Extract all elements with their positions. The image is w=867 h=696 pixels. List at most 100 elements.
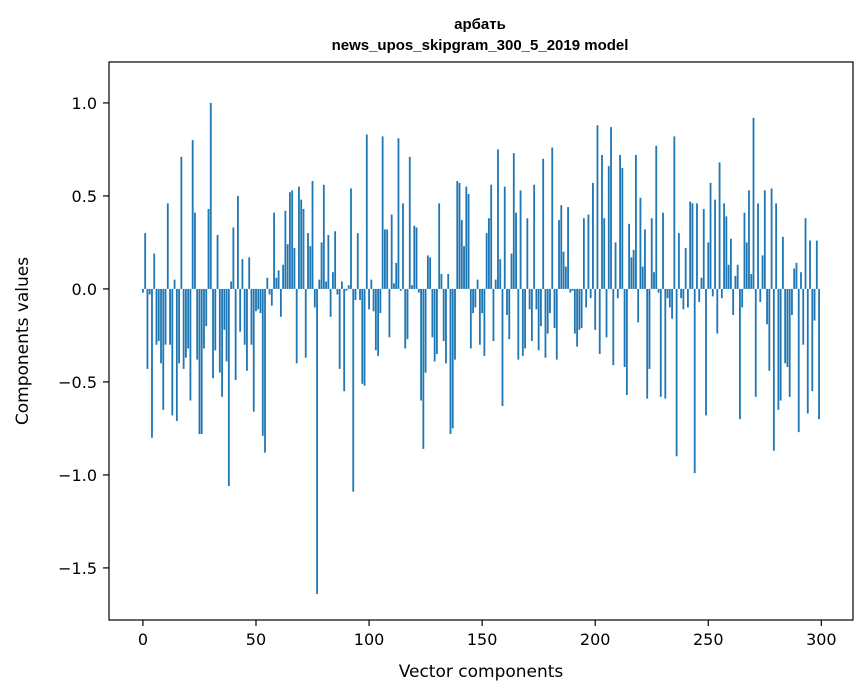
bar [415,227,418,289]
bar [447,274,450,289]
bar [266,277,269,289]
bar [284,210,287,289]
bar [727,264,730,289]
bar [146,288,149,369]
bar [598,288,601,355]
bar [171,288,174,416]
bar [815,240,818,289]
bar [469,288,472,349]
bar [666,288,669,299]
bar [252,288,255,412]
bar [795,262,798,289]
chart-title: арбать [454,16,506,33]
bar [639,197,642,289]
bar [151,288,153,438]
bar [460,220,463,289]
bar [478,288,481,345]
y-tick-label: −1.5 [58,559,97,578]
bar [508,288,511,340]
bar [655,145,658,289]
bar [745,242,748,289]
bar [802,288,805,345]
bar [512,153,515,289]
bar [322,184,325,289]
bar [422,288,425,449]
bar [696,203,698,289]
bar [365,134,368,289]
bar [743,212,746,289]
bar [635,155,637,289]
bar [752,117,755,289]
x-tick-label: 200 [580,630,611,649]
bar [793,268,796,289]
bar [698,288,701,302]
bar [341,281,343,289]
bar [786,288,789,368]
bar [549,288,551,314]
bar [209,102,212,289]
bar [687,288,689,308]
bar [659,288,662,397]
bar [395,262,398,289]
bar [540,288,542,327]
bar [576,288,579,347]
bar [754,288,757,397]
x-axis-label: Vector components [399,662,564,682]
bar [291,190,294,289]
bar [610,127,612,289]
bar [239,288,242,332]
bar [682,288,685,310]
bar [671,288,673,319]
bar [449,288,452,434]
bar [528,288,531,310]
bar [781,236,784,289]
bar [379,288,382,314]
bar [530,288,533,341]
bar [372,288,375,312]
bar [436,288,438,355]
bar [370,279,373,289]
bar [521,288,524,356]
bar [580,288,583,328]
x-tick-label: 100 [354,630,385,649]
bar [413,225,416,289]
bar [463,246,465,289]
bar [363,288,366,386]
bar [212,288,214,379]
bar [641,266,644,289]
bar [184,288,187,358]
bar [347,285,350,289]
bar [555,288,558,360]
bar [564,266,567,289]
bar [397,138,400,289]
bar [716,288,719,334]
bar [818,288,820,420]
bar [237,195,239,289]
bar [594,288,597,330]
bar [702,208,705,289]
bar [689,201,692,289]
bar [569,288,572,293]
bar [675,288,678,457]
bar [734,275,737,289]
bar [668,288,671,308]
bar [560,205,563,289]
bar [729,238,732,289]
bar [777,288,780,410]
bar [361,288,364,384]
bar [250,288,253,345]
bar [650,218,653,289]
bar [309,246,312,289]
bar [748,190,750,289]
x-tick-label: 300 [806,630,837,649]
bar [772,288,775,451]
bar [490,184,493,289]
bar [779,288,782,401]
bar [329,288,332,317]
bar [203,288,205,349]
plot-frame [108,61,854,621]
bar [440,274,443,289]
bar [169,288,171,345]
bar [160,288,162,364]
